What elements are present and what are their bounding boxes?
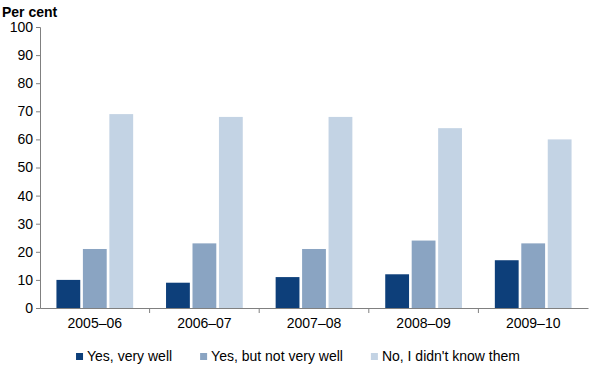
y-tick-mark xyxy=(36,196,40,197)
bar xyxy=(495,260,519,308)
y-tick-mark xyxy=(36,252,40,253)
legend-item: No, I didn't know them xyxy=(371,348,520,364)
y-tick: 90 xyxy=(17,47,40,63)
y-axis-line xyxy=(36,28,41,309)
x-tick: 2006–07 xyxy=(177,308,232,331)
bar xyxy=(276,277,300,308)
y-tick-mark xyxy=(36,139,40,140)
y-tick-mark xyxy=(36,168,40,169)
y-tick-label: 30 xyxy=(17,216,33,232)
x-separator xyxy=(478,308,479,313)
bar xyxy=(412,241,436,308)
bar xyxy=(83,249,107,308)
y-tick-label: 70 xyxy=(17,103,33,119)
y-tick-mark xyxy=(36,224,40,225)
y-tick: 100 xyxy=(10,19,40,35)
bar xyxy=(302,249,326,308)
legend-swatch xyxy=(200,353,207,360)
y-tick: 60 xyxy=(17,131,40,147)
y-tick: 50 xyxy=(17,159,40,175)
x-tick-label: 2007–08 xyxy=(287,315,342,331)
legend-item: Yes, very well xyxy=(76,348,172,364)
y-tick: 0 xyxy=(25,300,40,316)
x-tick: 2008–09 xyxy=(396,308,451,331)
legend-label: Yes, very well xyxy=(87,348,172,364)
legend-swatch xyxy=(76,353,83,360)
y-tick-label: 50 xyxy=(17,159,33,175)
bar xyxy=(329,117,353,308)
bar-series xyxy=(83,241,545,308)
legend-label: No, I didn't know them xyxy=(382,348,520,364)
y-tick-label: 0 xyxy=(25,300,33,316)
bar xyxy=(385,274,409,308)
y-tick-mark xyxy=(36,280,40,281)
bar xyxy=(192,243,216,308)
y-tick: 70 xyxy=(17,103,40,119)
y-tick-label: 100 xyxy=(10,19,34,35)
bar xyxy=(109,114,133,308)
x-tick: 2007–08 xyxy=(287,308,342,331)
bar xyxy=(219,117,243,308)
y-tick-label: 60 xyxy=(17,131,33,147)
y-tick-mark xyxy=(36,83,40,84)
bars xyxy=(56,114,571,308)
x-tick: 2009–10 xyxy=(506,308,561,331)
y-tick-mark xyxy=(36,111,40,112)
legend-label: Yes, but not very well xyxy=(211,348,343,364)
x-tick: 2005–06 xyxy=(68,308,123,331)
y-tick-mark xyxy=(36,27,40,28)
x-separator xyxy=(368,308,369,313)
y-tick: 30 xyxy=(17,216,40,232)
x-tick-label: 2008–09 xyxy=(396,315,451,331)
chart: 0 10 20 30 40 50 60 70 80 90 100 2005–06 2006–07 2007… xyxy=(0,0,596,374)
y-tick-label: 40 xyxy=(17,188,33,204)
y-tick: 10 xyxy=(17,272,40,288)
x-tick-label: 2005–06 xyxy=(68,315,123,331)
legend-swatch xyxy=(371,353,378,360)
x-separator xyxy=(149,308,150,313)
bar xyxy=(166,283,190,308)
legend-item: Yes, but not very well xyxy=(200,348,343,364)
y-tick-label: 80 xyxy=(17,75,33,91)
bar xyxy=(438,128,462,308)
x-separator xyxy=(259,308,260,313)
x-axis-line xyxy=(41,308,589,309)
y-tick: 20 xyxy=(17,244,40,260)
y-tick: 80 xyxy=(17,75,40,91)
bar xyxy=(56,280,80,308)
bar xyxy=(521,243,545,308)
legend: Yes, very well Yes, but not very well No, … xyxy=(76,348,520,364)
y-axis: 0 10 20 30 40 50 60 70 80 90 100 xyxy=(10,19,41,316)
x-axis: 2005–06 2006–07 2007–08 2008–09 2009–10 xyxy=(41,308,589,331)
y-tick: 40 xyxy=(17,188,40,204)
y-tick-label: 90 xyxy=(17,47,33,63)
x-tick-label: 2006–07 xyxy=(177,315,232,331)
y-tick-mark xyxy=(36,308,40,309)
y-axis-title: Per cent xyxy=(2,4,58,20)
y-tick-mark xyxy=(36,55,40,56)
x-tick-label: 2009–10 xyxy=(506,315,561,331)
bar xyxy=(548,139,572,308)
plot: 0 10 20 30 40 50 60 70 80 90 100 2005–06 2006–07 2007… xyxy=(10,19,589,331)
y-tick-label: 10 xyxy=(17,272,33,288)
y-tick-label: 20 xyxy=(17,244,33,260)
bar-series xyxy=(109,114,571,308)
